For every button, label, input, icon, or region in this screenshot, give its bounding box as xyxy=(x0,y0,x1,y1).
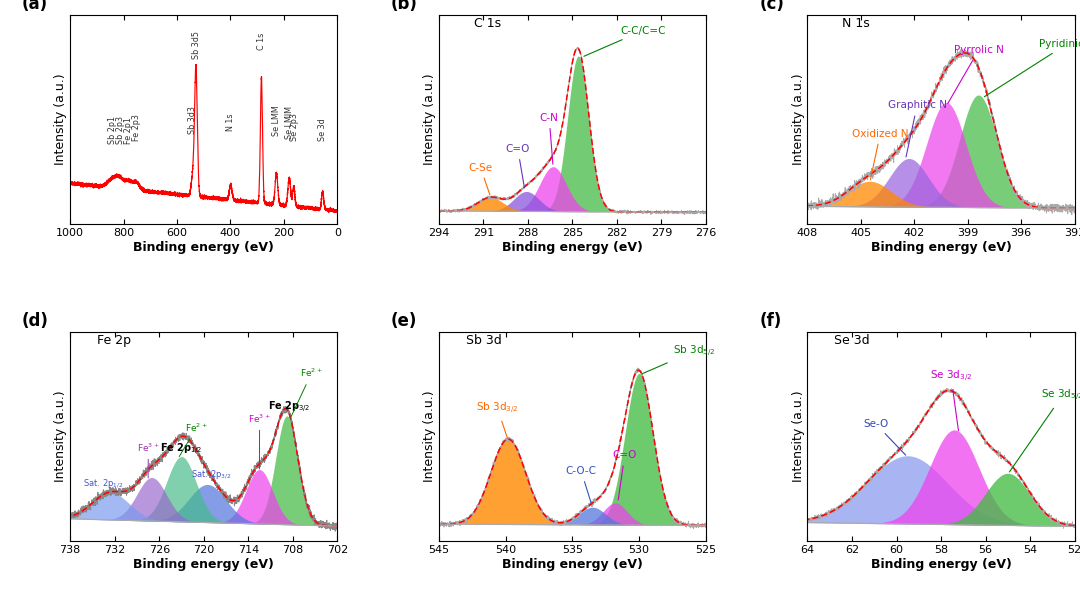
Text: Sb 3d: Sb 3d xyxy=(465,333,501,347)
Text: C-Se: C-Se xyxy=(469,162,492,195)
Text: Sb 2p1: Sb 2p1 xyxy=(108,116,117,144)
Text: (d): (d) xyxy=(22,312,49,330)
X-axis label: Binding energy (eV): Binding energy (eV) xyxy=(502,558,643,571)
Text: (f): (f) xyxy=(759,312,782,330)
Text: C 1s: C 1s xyxy=(473,16,501,30)
Text: C=O: C=O xyxy=(505,144,530,188)
Text: Sb 2p3: Sb 2p3 xyxy=(116,116,125,144)
Text: N 1s: N 1s xyxy=(842,16,870,30)
Text: Se 3d$_{5/2}$: Se 3d$_{5/2}$ xyxy=(1010,388,1080,472)
X-axis label: Binding energy (eV): Binding energy (eV) xyxy=(133,558,274,571)
Y-axis label: Intensity (a.u.): Intensity (a.u.) xyxy=(54,74,67,165)
Text: Fe$^{3+}$: Fe$^{3+}$ xyxy=(248,413,271,469)
Text: Se LMIM: Se LMIM xyxy=(285,106,294,139)
Text: Sb 3d5: Sb 3d5 xyxy=(191,31,201,59)
Text: Pyrrolic N: Pyrrolic N xyxy=(948,45,1003,103)
X-axis label: Binding energy (eV): Binding energy (eV) xyxy=(502,241,643,254)
Text: Fe 2p: Fe 2p xyxy=(97,333,131,347)
Text: (e): (e) xyxy=(391,312,417,330)
Text: Se 2p3: Se 2p3 xyxy=(289,114,298,141)
Text: Se LMM: Se LMM xyxy=(272,106,281,137)
Text: C=O: C=O xyxy=(612,451,637,500)
Text: Sat. 2p$_{3/2}$: Sat. 2p$_{3/2}$ xyxy=(191,468,231,481)
Text: Pyridinic N: Pyridinic N xyxy=(984,39,1080,97)
Text: N 1s: N 1s xyxy=(226,114,235,131)
X-axis label: Binding energy (eV): Binding energy (eV) xyxy=(870,241,1012,254)
Text: Se 3d: Se 3d xyxy=(834,333,869,347)
Text: Fe 2p$_{1/2}$: Fe 2p$_{1/2}$ xyxy=(160,442,203,457)
Text: Sat. 2p$_{1/2}$: Sat. 2p$_{1/2}$ xyxy=(83,477,124,490)
Y-axis label: Intensity (a.u.): Intensity (a.u.) xyxy=(423,74,436,165)
Text: Sb 3d$_{5/2}$: Sb 3d$_{5/2}$ xyxy=(642,344,715,374)
Text: Fe$^{2+}$: Fe$^{2+}$ xyxy=(179,422,207,457)
Text: C 1s: C 1s xyxy=(257,33,266,51)
Text: C-O-C: C-O-C xyxy=(566,466,597,504)
Text: Oxidized N: Oxidized N xyxy=(852,129,908,180)
Text: Se 3d: Se 3d xyxy=(319,119,327,141)
Y-axis label: Intensity (a.u.): Intensity (a.u.) xyxy=(54,391,67,482)
Text: Sb 3d3: Sb 3d3 xyxy=(188,106,197,134)
Text: (a): (a) xyxy=(22,0,49,13)
Text: Fe 2p$_{3/2}$: Fe 2p$_{3/2}$ xyxy=(268,400,310,416)
Text: Se 3d$_{3/2}$: Se 3d$_{3/2}$ xyxy=(930,369,972,431)
Text: Graphitic N: Graphitic N xyxy=(888,100,946,157)
Text: Fe$^{2+}$: Fe$^{2+}$ xyxy=(291,367,323,419)
Y-axis label: Intensity (a.u.): Intensity (a.u.) xyxy=(423,391,436,482)
Text: Fe 2p1: Fe 2p1 xyxy=(124,117,134,144)
X-axis label: Binding energy (eV): Binding energy (eV) xyxy=(870,558,1012,571)
Text: Se-O: Se-O xyxy=(863,419,906,455)
Text: (c): (c) xyxy=(759,0,784,13)
Text: (b): (b) xyxy=(391,0,418,13)
Y-axis label: Intensity (a.u.): Intensity (a.u.) xyxy=(792,74,805,165)
Text: Sb 3d$_{3/2}$: Sb 3d$_{3/2}$ xyxy=(476,400,518,438)
Text: C-N: C-N xyxy=(540,113,558,164)
Text: Fe$^{3+}$: Fe$^{3+}$ xyxy=(137,442,160,478)
X-axis label: Binding energy (eV): Binding energy (eV) xyxy=(133,241,274,254)
Text: Fe 2p3: Fe 2p3 xyxy=(132,115,141,141)
Y-axis label: Intensity (a.u.): Intensity (a.u.) xyxy=(792,391,805,482)
Text: C-C/C=C: C-C/C=C xyxy=(584,26,665,56)
